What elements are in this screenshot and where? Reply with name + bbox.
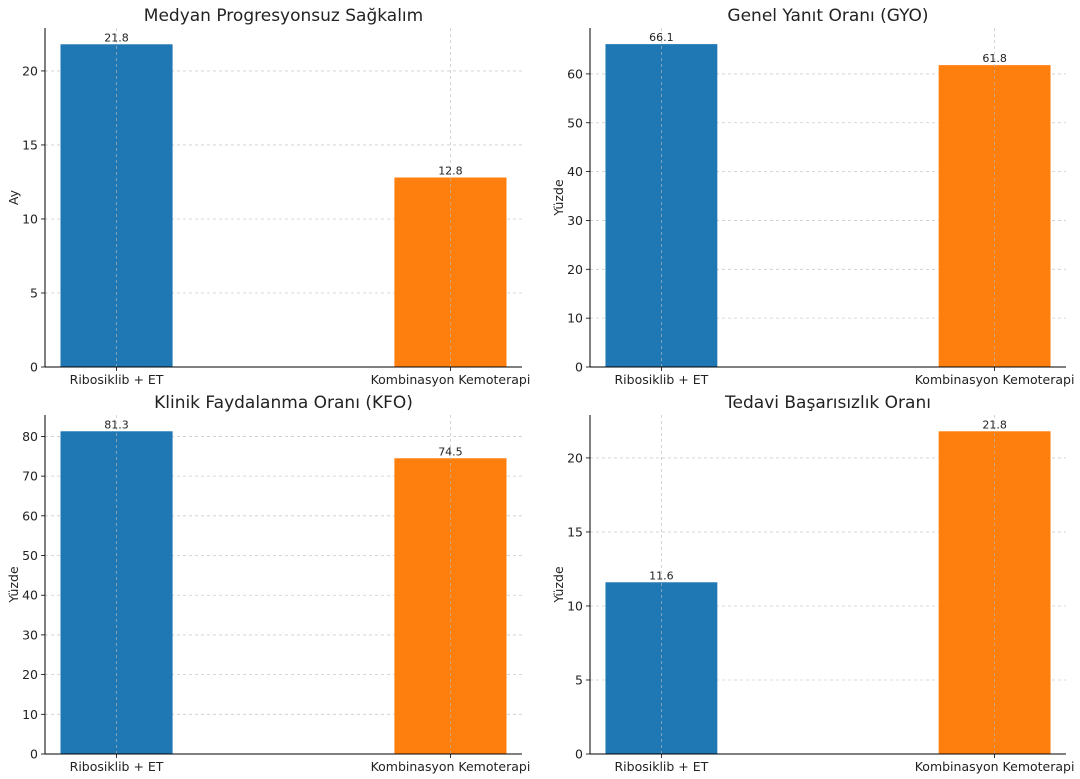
y-tick-label: 50 — [22, 548, 38, 563]
x-tick-label: Kombinasyon Kemoterapi — [915, 759, 1075, 774]
y-tick-label: 10 — [22, 211, 38, 226]
y-tick-label: 0 — [575, 360, 583, 375]
data-label: 61.8 — [982, 52, 1007, 65]
chart-title: Genel Yanıt Oranı (GYO) — [727, 6, 928, 26]
chart-panel-2: 0 10 20 30 40 50 60 66.1 Ribosiklib + ET 61.8 Komb… — [551, 6, 1074, 387]
bar — [938, 431, 1051, 754]
y-tick-label: 0 — [30, 360, 38, 375]
y-tick-label: 30 — [22, 627, 38, 642]
data-label: 81.3 — [104, 418, 129, 431]
chart-title: Medyan Progresyonsuz Sağkalım — [144, 6, 423, 26]
y-tick-label: 80 — [22, 429, 38, 444]
x-tick-label: Kombinasyon Kemoterapi — [371, 372, 531, 387]
chart-panel-3: 0 10 20 30 40 50 60 70 80 81.3 Ribosiklib + ET 74.5… — [6, 393, 530, 774]
chart-panel-4: 0 5 10 15 20 11.6 Ribosiklib + ET 21.8 Kombinasy… — [551, 393, 1074, 774]
bar — [605, 44, 718, 367]
y-axis-label: Yüzde — [551, 566, 566, 604]
y-tick-label: 0 — [30, 747, 38, 762]
data-label: 66.1 — [649, 31, 674, 44]
y-tick-label: 60 — [567, 66, 583, 81]
x-tick-label: Ribosiklib + ET — [70, 759, 164, 774]
data-label: 21.8 — [982, 418, 1007, 431]
x-tick-label: Ribosiklib + ET — [70, 372, 164, 387]
y-tick-label: 20 — [567, 262, 583, 277]
y-tick-label: 5 — [30, 285, 38, 300]
y-axis-label: Ay — [6, 189, 21, 205]
y-tick-label: 40 — [567, 164, 583, 179]
y-tick-label: 20 — [22, 63, 38, 78]
y-tick-label: 15 — [567, 524, 583, 539]
bar — [60, 431, 173, 754]
y-axis-label: Yüzde — [551, 179, 566, 217]
x-tick-label: Kombinasyon Kemoterapi — [371, 759, 531, 774]
y-tick-label: 30 — [567, 213, 583, 228]
y-tick-label: 40 — [22, 588, 38, 603]
y-tick-label: 0 — [575, 747, 583, 762]
bar — [394, 177, 507, 367]
y-tick-label: 10 — [567, 311, 583, 326]
y-tick-label: 50 — [567, 115, 583, 130]
chart-title: Klinik Faydalanma Oranı (KFO) — [154, 393, 413, 413]
chart-panel-1: 0 5 10 15 20 21.8 Ribosiklib + ET 12.8 Kombinasy… — [6, 6, 530, 387]
data-label: 21.8 — [104, 31, 129, 44]
bar — [60, 44, 173, 367]
x-tick-label: Kombinasyon Kemoterapi — [915, 372, 1075, 387]
data-label: 12.8 — [438, 165, 463, 178]
y-tick-label: 10 — [567, 598, 583, 613]
y-tick-label: 10 — [22, 707, 38, 722]
chart-title: Tedavi Başarısızlık Oranı — [724, 393, 931, 413]
y-tick-label: 15 — [22, 137, 38, 152]
x-tick-label: Ribosiklib + ET — [614, 759, 708, 774]
y-tick-label: 20 — [567, 450, 583, 465]
y-tick-label: 60 — [22, 508, 38, 523]
data-label: 11.6 — [649, 569, 674, 582]
x-tick-label: Ribosiklib + ET — [614, 372, 708, 387]
y-tick-label: 70 — [22, 469, 38, 484]
y-axis-label: Yüzde — [6, 566, 21, 604]
y-tick-label: 20 — [22, 667, 38, 682]
y-tick-label: 5 — [575, 672, 583, 687]
data-label: 74.5 — [438, 445, 463, 458]
